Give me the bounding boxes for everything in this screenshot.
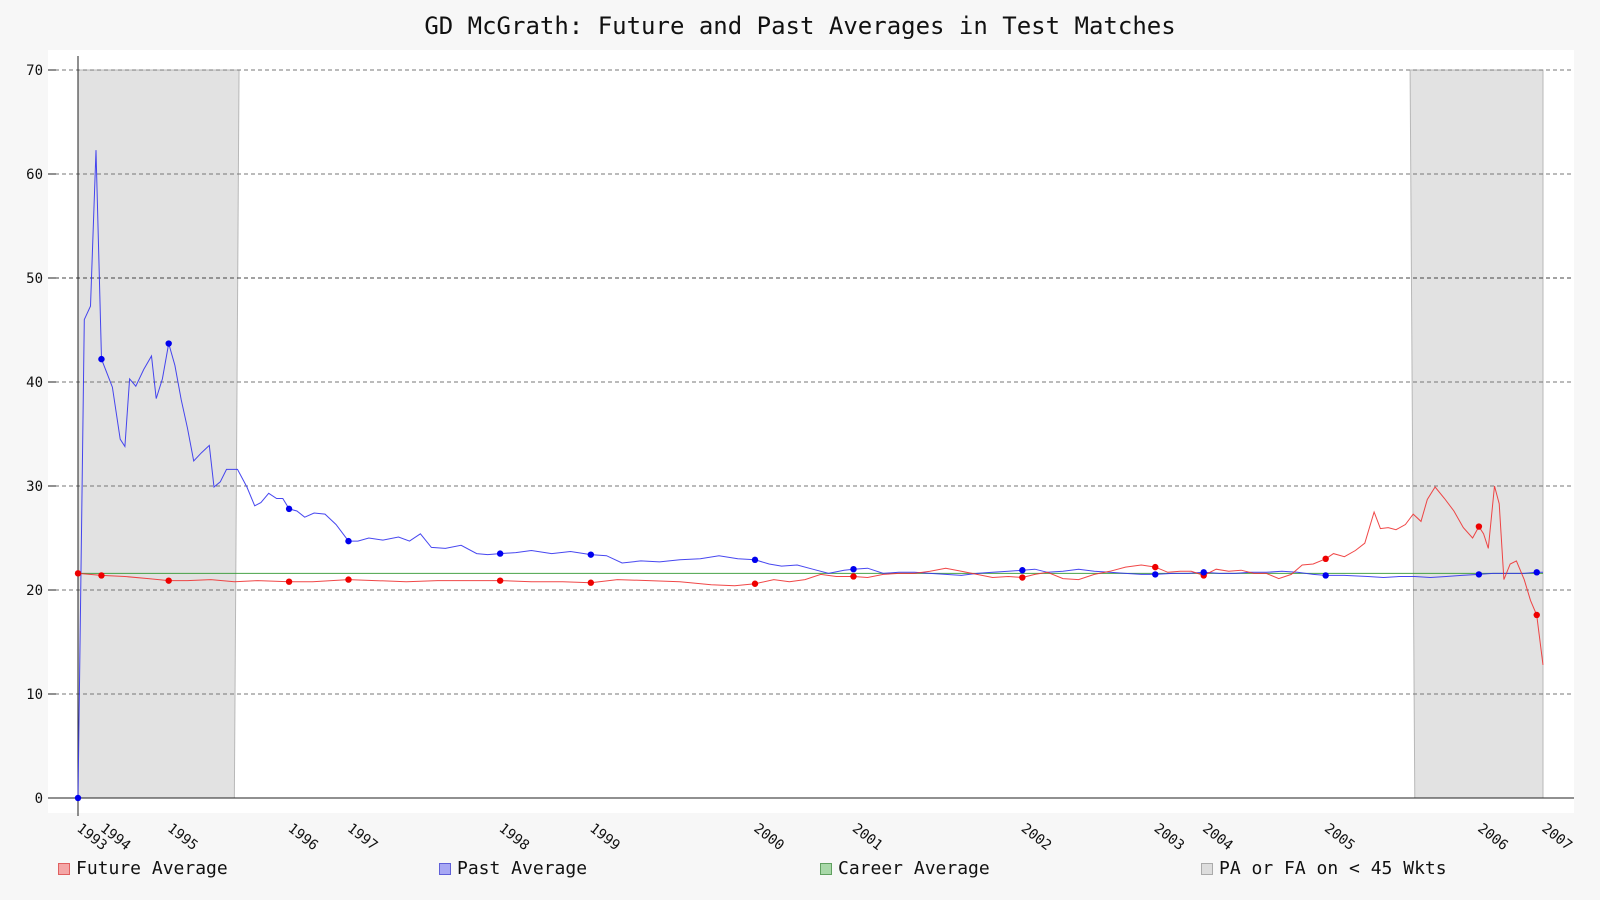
marker-future-average [345, 576, 352, 583]
grid-lines [48, 69, 1574, 695]
axes [48, 56, 1574, 816]
y-tick-label: 30 [26, 479, 43, 495]
marker-future-average [74, 570, 82, 577]
x-tick-label: 1995 [164, 821, 200, 854]
legend-swatch-career [820, 862, 832, 875]
legend-swatch-past [439, 862, 451, 875]
marker-future-average [98, 572, 105, 579]
x-tick-label: 2002 [1018, 821, 1054, 854]
marker-future-average [850, 573, 857, 580]
marker-future-average [1533, 611, 1540, 619]
marker-future-average [1019, 574, 1026, 581]
x-tick-label: 1996 [285, 821, 321, 854]
legend-label-past: Past Average [457, 858, 588, 879]
marker-future-average [1475, 523, 1483, 530]
x-tick-label: 2006 [1474, 821, 1510, 854]
x-tick-label: 2003 [1151, 821, 1187, 854]
x-tick-label: 1998 [496, 821, 532, 854]
y-tick-label: 0 [35, 791, 43, 807]
marker-future-average [1152, 563, 1159, 571]
x-tick-label: 2001 [849, 821, 885, 854]
plot-background [48, 50, 1574, 813]
marker-future-average [496, 577, 504, 584]
x-tick-label: 2007 [1539, 821, 1575, 854]
marker-future-average [587, 579, 595, 586]
legend-future-average: Future Average [58, 858, 228, 879]
marker-future-average [165, 577, 172, 584]
legend-label-career: Career Average [838, 858, 990, 879]
series-markers [74, 340, 1540, 802]
series-lines [77, 150, 1544, 799]
marker-future-average [285, 578, 293, 585]
legend-past-average: Past Average [439, 858, 587, 879]
marker-past-average [587, 551, 595, 558]
marker-past-average [74, 794, 82, 802]
marker-past-average [1200, 569, 1207, 576]
legend-label-future: Future Average [76, 858, 228, 879]
shaded-region-2 [1409, 69, 1544, 799]
marker-past-average [1019, 567, 1026, 574]
x-tick-label: 2000 [751, 821, 787, 854]
marker-past-average [345, 537, 352, 545]
marker-past-average [1533, 569, 1540, 576]
legend-career-average: Career Average [820, 858, 990, 879]
x-tick-label: 1999 [586, 821, 622, 854]
y-tick-label: 40 [26, 375, 43, 391]
x-tick-label: 2005 [1321, 821, 1357, 854]
marker-future-average [1322, 555, 1329, 562]
series-line-past-average [77, 150, 1543, 799]
y-tick-label: 20 [26, 583, 43, 599]
marker-past-average [1322, 572, 1329, 579]
y-tick-labels: 0 10 20 30 40 50 60 70 [26, 63, 43, 807]
marker-past-average [1152, 571, 1159, 578]
marker-past-average [165, 340, 172, 347]
marker-past-average [850, 566, 857, 573]
shaded-region-1 [77, 69, 240, 799]
marker-past-average [1475, 571, 1483, 578]
legend-swatch-shaded [1201, 862, 1213, 875]
y-tick-label: 10 [26, 687, 43, 703]
legend: Future Average Past Average Career Avera… [0, 858, 1600, 888]
marker-past-average [751, 556, 759, 564]
y-tick-label: 50 [26, 271, 43, 287]
y-tick-label: 70 [26, 63, 43, 79]
y-tick-label: 60 [26, 167, 43, 183]
marker-past-average [285, 505, 293, 513]
x-tick-label: 1997 [344, 821, 380, 854]
legend-shaded-region: PA or FA on < 45 Wkts [1201, 858, 1447, 879]
legend-swatch-future [58, 862, 70, 875]
marker-future-average [751, 580, 759, 587]
marker-past-average [98, 355, 105, 363]
marker-past-average [496, 550, 504, 557]
series-line-future-average [77, 485, 1544, 665]
chart-title: GD McGrath: Future and Past Averages in … [424, 12, 1176, 40]
x-tick-label: 2004 [1199, 821, 1235, 854]
legend-label-shaded: PA or FA on < 45 Wkts [1219, 858, 1447, 879]
